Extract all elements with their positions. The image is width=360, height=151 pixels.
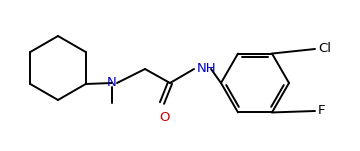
- Text: F: F: [318, 104, 325, 117]
- Text: Cl: Cl: [318, 42, 331, 56]
- Text: NH: NH: [197, 61, 217, 74]
- Text: N: N: [107, 77, 117, 90]
- Text: O: O: [159, 111, 169, 124]
